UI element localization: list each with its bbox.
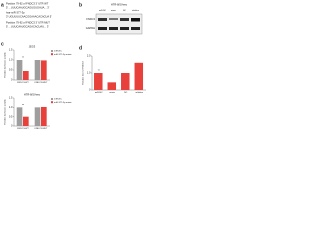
blot-column: miR-NC — [99, 10, 107, 12]
panel-label: a — [1, 2, 4, 8]
legend-swatch — [51, 101, 53, 104]
chart-title: JEG3 — [29, 45, 36, 49]
bar — [107, 82, 117, 90]
chart-title: HTR-8/SVneo — [24, 93, 41, 97]
y-tick-label: 1.0 — [9, 58, 13, 62]
significance: ** — [22, 103, 24, 107]
bar — [16, 60, 23, 80]
x-tick-label: inhibitor — [135, 91, 143, 94]
y-tick-label: 0 — [89, 88, 91, 92]
y-axis-label: Relative luciferase activity — [4, 52, 7, 78]
band — [98, 27, 107, 30]
band — [120, 18, 129, 21]
legend-label: miR-NC — [54, 51, 62, 53]
panel-label: d — [79, 45, 82, 51]
y-axis-label: Relative level of FNDC3 — [82, 61, 85, 85]
bar — [23, 116, 29, 126]
bar — [121, 73, 130, 90]
legend-swatch — [51, 98, 53, 100]
legend-swatch — [51, 53, 53, 56]
bar — [41, 106, 47, 126]
x-tick-label: FNDC3-WT — [17, 128, 29, 130]
sequence-text: hsa-miR-377-3p — [6, 11, 25, 15]
significance: ** — [22, 56, 24, 60]
y-tick-label: 0.5 — [9, 68, 13, 72]
bar — [94, 73, 103, 90]
panel-label: c — [1, 41, 4, 47]
band — [131, 18, 140, 22]
bar — [23, 71, 29, 80]
bar — [34, 60, 41, 80]
sequence-text: 5' ...UUUCAAUGCAGACACUAU... 3' — [6, 25, 49, 29]
blot-column: NC — [123, 10, 126, 12]
panel-label: b — [79, 2, 82, 8]
y-tick-label: 2.0 — [87, 54, 91, 58]
x-tick-label: FNDC3-MUT — [35, 128, 48, 130]
bar — [134, 62, 144, 90]
y-tick-label: 0.5 — [9, 114, 13, 118]
sequence-text: 5' ...UUUCAAUGCAGUGUGAUA... 3' — [6, 6, 50, 10]
blot-column: mimic — [111, 10, 116, 12]
bar — [34, 107, 41, 126]
band — [131, 27, 140, 30]
y-tick-label: 1.5 — [9, 48, 13, 52]
legend-label: miR-NC — [54, 99, 62, 101]
band — [98, 18, 107, 21]
legend-label: miR-377-3p mimic — [54, 102, 73, 104]
y-tick-label: 0 — [11, 78, 13, 82]
blot-row: FNDC3 — [86, 17, 95, 21]
legend-swatch — [51, 50, 53, 52]
band — [120, 27, 129, 30]
x-tick-label: NC — [124, 92, 128, 94]
bar — [41, 60, 47, 80]
band — [109, 27, 118, 30]
x-tick-label: mimic — [109, 92, 116, 94]
significance: ** — [98, 69, 100, 73]
sequence-text: 3' UGUUUUCAACGGAAACACACUA 5' — [6, 15, 52, 19]
y-tick-label: 1.0 — [9, 105, 13, 109]
y-axis-label: Relative luciferase activity — [4, 99, 7, 125]
y-tick-label: 0 — [11, 124, 13, 128]
blot-column: inhibitor — [132, 9, 139, 12]
blot-frame — [95, 13, 143, 35]
bar — [16, 107, 23, 126]
band — [109, 18, 118, 20]
x-tick-label: miR-NC — [95, 92, 103, 94]
sequence-text: Position 79-92 of FNDC3 3' UTR MUT — [6, 21, 50, 25]
x-tick-label: FNDC3-MUT — [35, 82, 48, 84]
y-tick-label: 1.5 — [9, 96, 13, 100]
x-tick-label: FNDC3-WT — [17, 82, 29, 84]
blot-header: HTR-8/SVneo — [111, 3, 128, 7]
sequence-text: Position 79-92 of FNDC3 3' UTR WT — [6, 2, 49, 6]
legend-label: miR-377-3p mimic — [54, 54, 73, 56]
y-tick-label: 1.0 — [87, 71, 91, 75]
blot-row: GAPDH — [86, 26, 95, 30]
